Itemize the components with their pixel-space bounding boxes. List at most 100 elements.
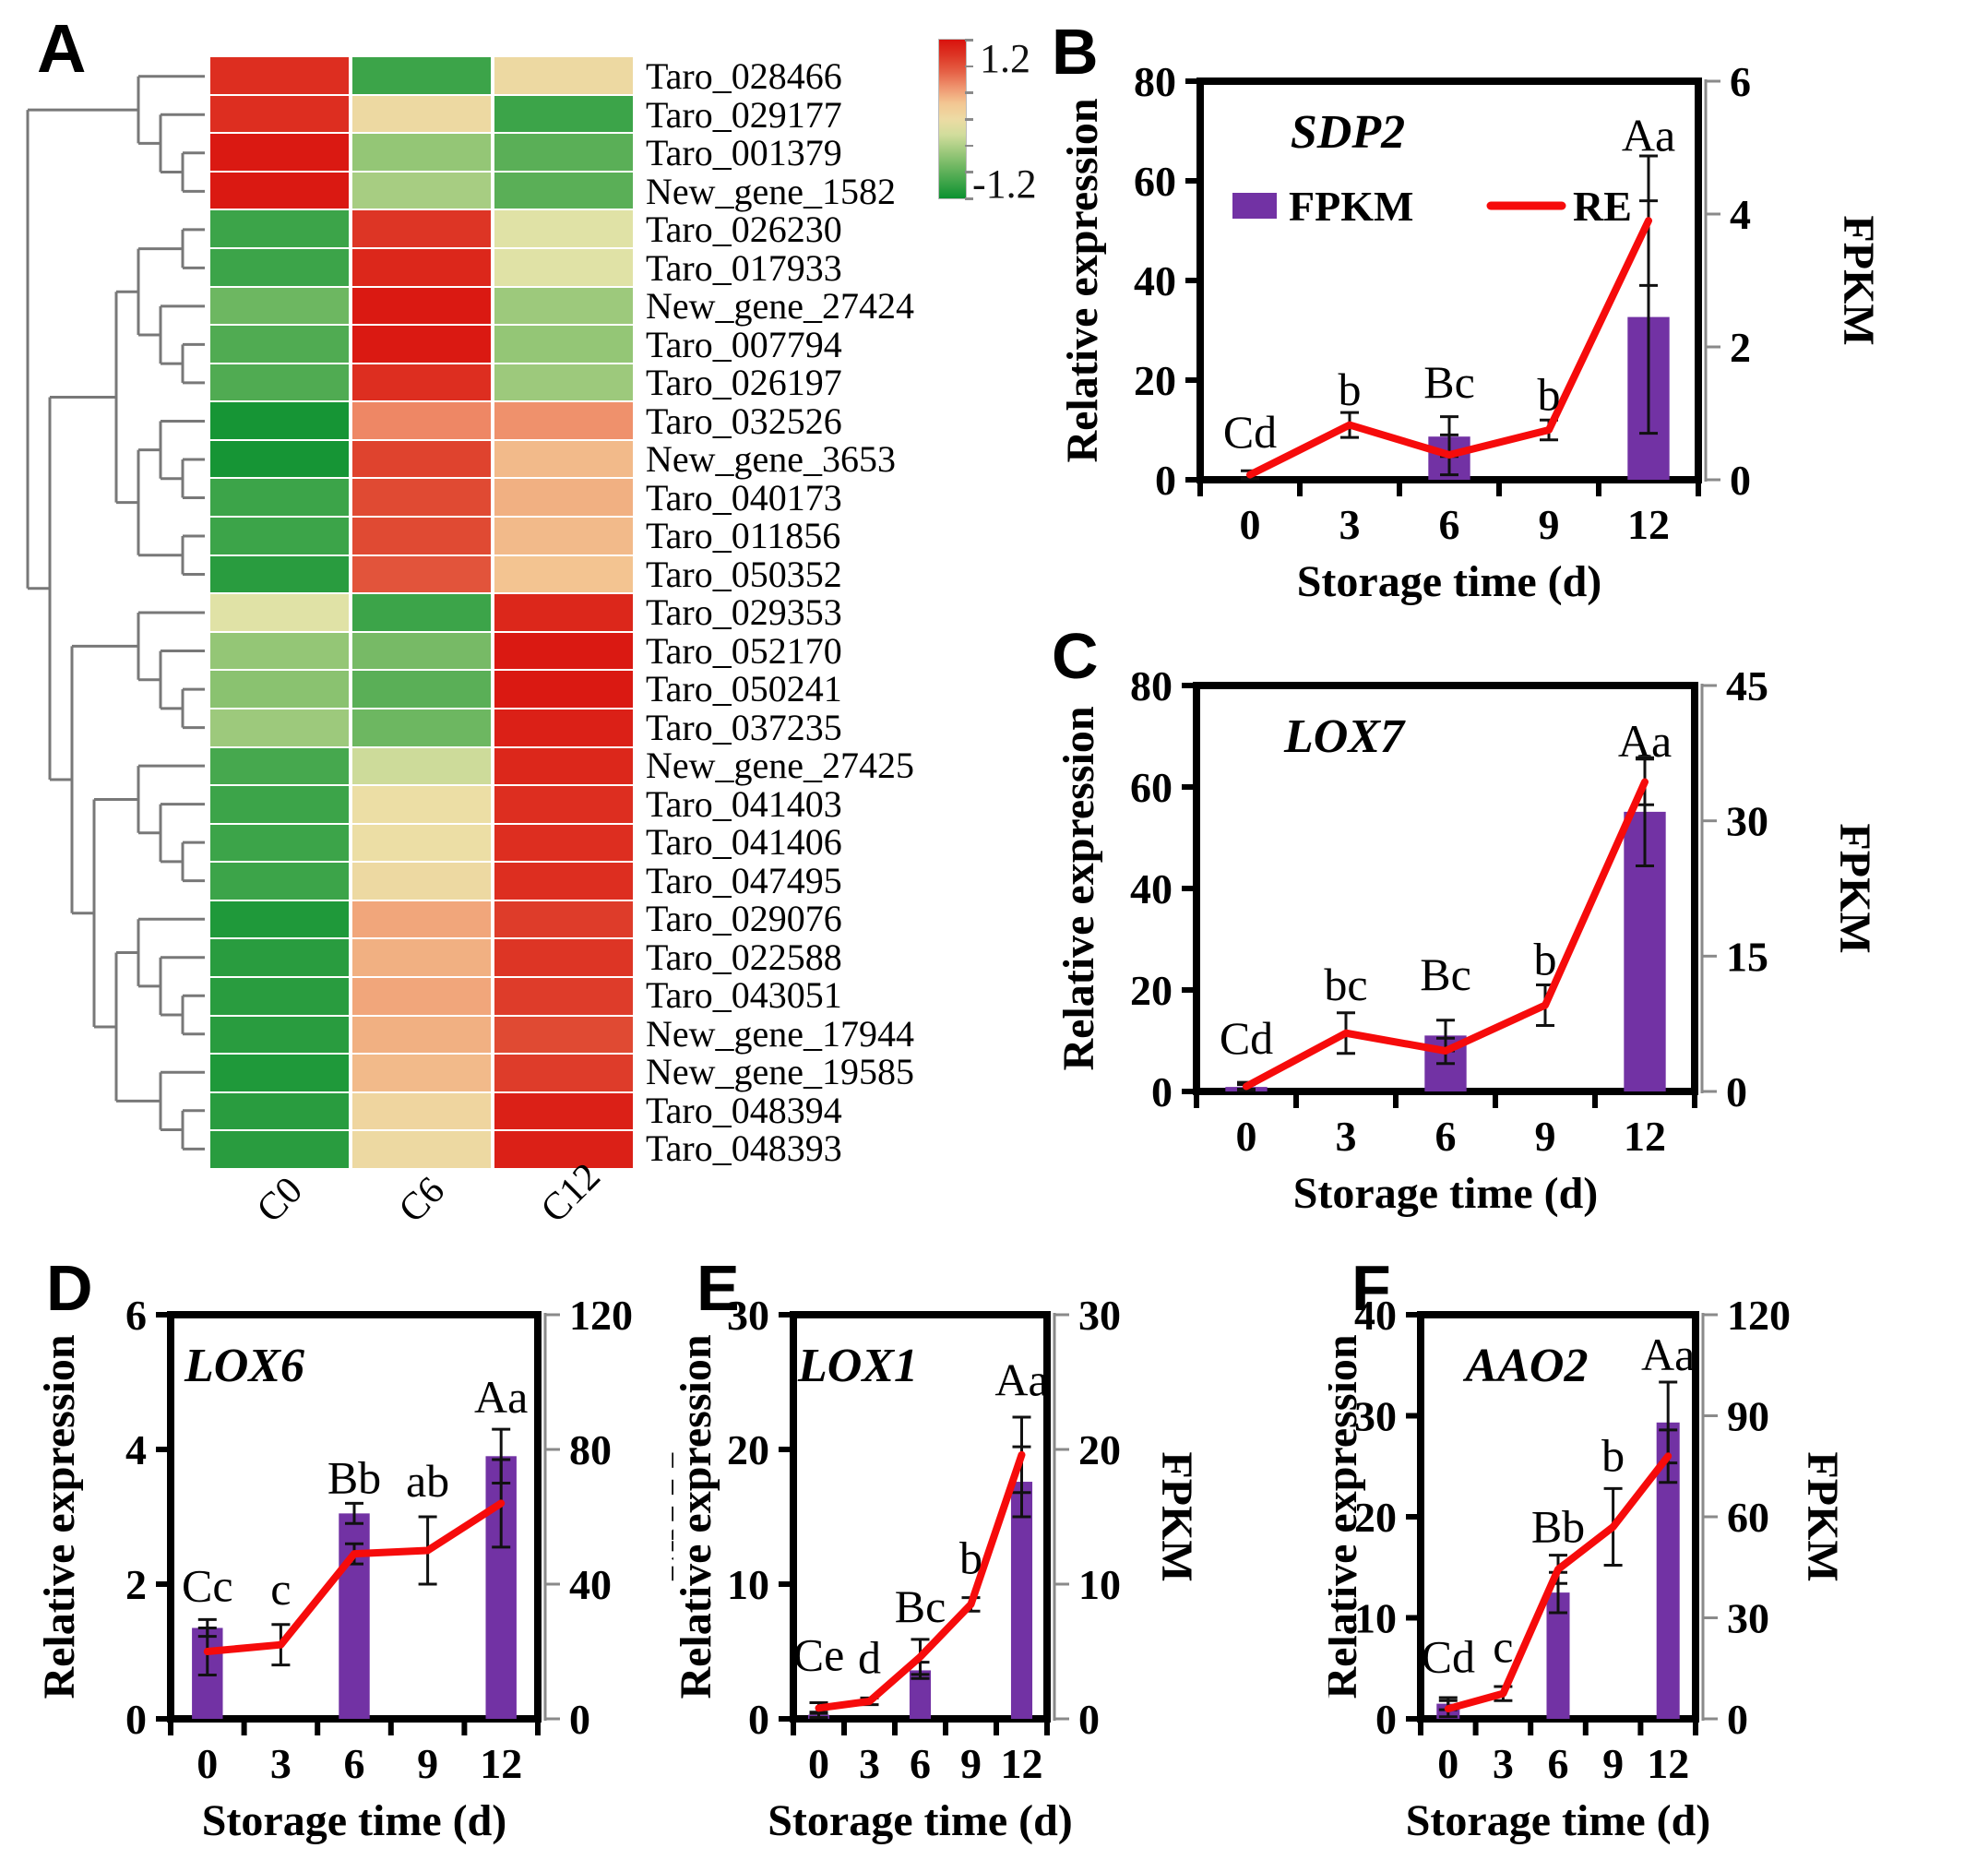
- x-tick-label: 0: [196, 1740, 218, 1787]
- gene-label: Taro_017933: [646, 246, 842, 289]
- panel-letter: E: [696, 1252, 740, 1324]
- x-tick-label: 9: [1535, 1113, 1556, 1160]
- left-tick-label: 20: [1354, 1494, 1397, 1541]
- left-tick-label: 0: [1151, 1068, 1173, 1115]
- heatmap-cell: [210, 57, 349, 94]
- sig-letter: Cd: [1220, 1012, 1273, 1064]
- re-line: [1444, 1452, 1673, 1713]
- left-tick-label: 0: [748, 1696, 769, 1743]
- left-tick-label: 4: [125, 1426, 147, 1473]
- heatmap-cell: [210, 1016, 349, 1054]
- heatmap-cell: [494, 1055, 633, 1091]
- panel-letter: C: [1052, 620, 1099, 692]
- sig-letter: d: [858, 1631, 881, 1683]
- heatmap-cell: [494, 1016, 633, 1054]
- heatmap-cell: [494, 402, 633, 439]
- re-line: [1246, 217, 1652, 479]
- heatmap-cell: [210, 1131, 349, 1168]
- gene-label: Taro_050241: [646, 668, 842, 710]
- gene-label: Taro_007794: [646, 323, 842, 365]
- gene-title: AAO2: [1463, 1340, 1589, 1392]
- column-label-c0: C0: [248, 1169, 311, 1232]
- x-axis-title: Storage time (d): [202, 1796, 507, 1845]
- heatmap-cell: [210, 555, 349, 593]
- x-tick-label: 3: [1339, 501, 1361, 548]
- left-tick-label: 80: [1130, 662, 1173, 709]
- heatmap-cell: [352, 671, 491, 708]
- x-axis-title: Storage time (d): [1297, 557, 1602, 606]
- heatmap-cell: [210, 709, 349, 746]
- heatmap-cell: [494, 57, 633, 94]
- gene-title: LOX7: [1283, 710, 1406, 763]
- left-axis-title: Relative expression: [1058, 98, 1107, 462]
- gene-label: Taro_048393: [646, 1127, 842, 1170]
- right-tick-label: 120: [1727, 1292, 1791, 1339]
- sig-letter: Cd: [1223, 406, 1277, 458]
- right-tick-label: 0: [569, 1696, 590, 1743]
- panel-letter: B: [1052, 16, 1099, 88]
- x-tick-label: 3: [1493, 1740, 1514, 1787]
- gene-label: Taro_029076: [646, 898, 842, 940]
- gene-label: Taro_047495: [646, 859, 842, 901]
- x-tick-label: 6: [1439, 501, 1460, 548]
- left-axis-title: Relative expression: [673, 1334, 720, 1699]
- heatmap-cell: [210, 939, 349, 977]
- gene-title: SDP2: [1291, 106, 1405, 159]
- right-tick-label: 0: [1726, 1068, 1747, 1115]
- x-tick-label: 6: [1435, 1113, 1457, 1160]
- heatmap-cell: [352, 594, 491, 631]
- heatmap-cell: [352, 364, 491, 401]
- left-tick-label: 0: [1155, 457, 1176, 504]
- left-axis-title: Relative expression: [35, 1334, 84, 1699]
- gene-label: Taro_048394: [646, 1089, 842, 1131]
- heatmap-cell: [352, 1092, 491, 1130]
- sig-letter: Aa: [474, 1371, 528, 1423]
- heatmap-cell: [210, 1092, 349, 1130]
- heatmap-cell: [494, 824, 633, 862]
- heatmap-cell: [210, 287, 349, 325]
- heatmap-cell: [352, 210, 491, 247]
- left-tick-label: 20: [1130, 967, 1173, 1014]
- sig-letter: bc: [1324, 959, 1367, 1010]
- left-tick-label: 20: [1134, 357, 1176, 404]
- right-tick-label: 0: [1078, 1696, 1100, 1743]
- heatmap-cell: [210, 326, 349, 363]
- heatmap-cell: [352, 747, 491, 785]
- left-tick-label: 2: [125, 1561, 147, 1608]
- fpkm-bar: [1010, 1482, 1033, 1719]
- colorbar-max-label: 1.2: [980, 36, 1030, 81]
- left-tick-label: 30: [727, 1292, 769, 1339]
- heatmap-gene-labels: Taro_028466 Taro_029177 Taro_001379 New_gen…: [646, 57, 1024, 1168]
- heatmap-cell: [494, 671, 633, 708]
- heatmap-cell: [210, 172, 349, 209]
- re-line: [815, 1450, 1026, 1712]
- colorbar-tick: [965, 118, 973, 121]
- colorbar-tick: [965, 91, 973, 94]
- x-tick-label: 0: [1240, 501, 1261, 548]
- heatmap-cell: [494, 939, 633, 977]
- sig-letter: Ce: [793, 1628, 845, 1680]
- gene-label: Taro_029177: [646, 93, 842, 136]
- gene-label: New_gene_27424: [646, 285, 915, 328]
- heatmap-cell: [352, 134, 491, 171]
- plot-frame: [1196, 78, 1702, 483]
- heatmap-cell: [210, 364, 349, 401]
- fpkm-bar: [909, 1670, 932, 1719]
- right-tick-label: 0: [1727, 1696, 1748, 1743]
- legend-fpkm-swatch: [1232, 193, 1277, 219]
- gene-title: LOX1: [797, 1340, 918, 1392]
- x-tick-label: 0: [1236, 1113, 1257, 1160]
- gene-label: New_gene_19585: [646, 1051, 915, 1093]
- heatmap-cell: [352, 978, 491, 1015]
- heatmap-cell: [352, 900, 491, 938]
- heatmap-cell: [494, 248, 633, 286]
- heatmap-cell: [210, 134, 349, 171]
- right-tick-label: 30: [1727, 1595, 1769, 1642]
- x-tick-label: 6: [910, 1740, 931, 1787]
- left-tick-label: 40: [1130, 865, 1173, 912]
- heatmap-cell: [494, 95, 633, 133]
- left-axis-title: Relative expression: [1054, 706, 1103, 1070]
- heatmap-cell: [210, 479, 349, 517]
